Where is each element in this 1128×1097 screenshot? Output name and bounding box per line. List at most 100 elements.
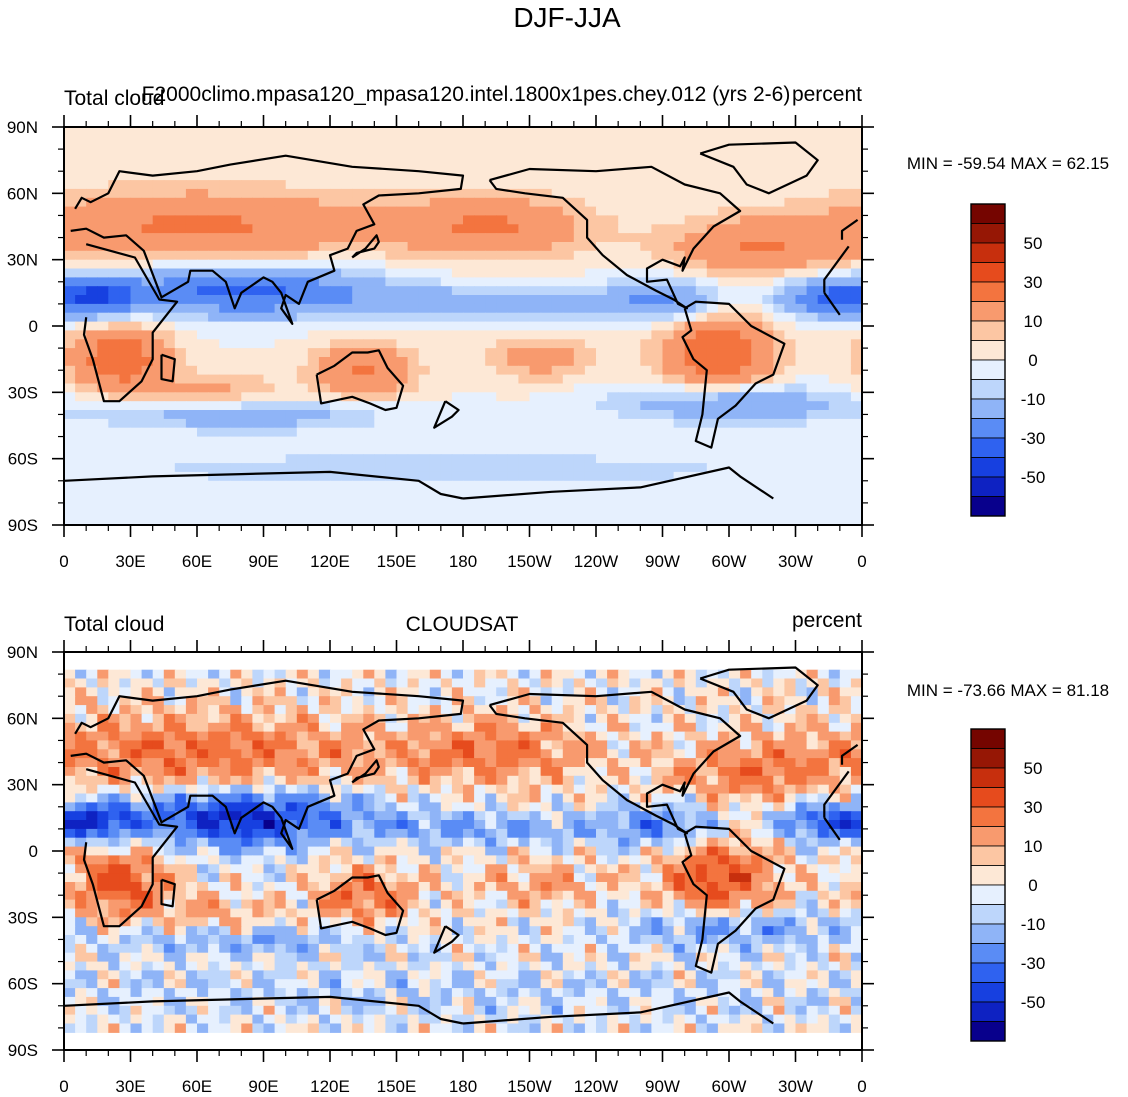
field-cell [806, 233, 819, 243]
field-cell [208, 180, 220, 190]
field-cell [828, 480, 841, 491]
field-cell [496, 330, 508, 340]
x-tick-label: 90E [248, 552, 278, 571]
field-cell [839, 463, 852, 473]
field-cell [496, 427, 508, 438]
field-cell [695, 846, 708, 856]
field-cell [75, 722, 87, 733]
field-cell [740, 767, 752, 777]
field-cell [119, 837, 132, 848]
field-cell [241, 383, 253, 393]
field-cell [418, 357, 431, 367]
field-cell [152, 312, 165, 323]
field-cell [230, 784, 242, 795]
field-cell [374, 498, 386, 508]
field-cell [141, 259, 154, 270]
field-cell [296, 410, 309, 420]
field-cell [185, 828, 198, 839]
field-cell [584, 454, 597, 464]
field-cell [64, 811, 76, 821]
field-cell [629, 401, 641, 411]
field-cell [784, 463, 797, 473]
field-cell [374, 144, 386, 155]
field-cell [86, 731, 98, 741]
field-cell [706, 180, 719, 190]
field-cell [219, 713, 231, 724]
field-cell [274, 401, 287, 411]
field-cell [485, 498, 497, 508]
field-cell [518, 731, 531, 741]
field-cell [407, 489, 420, 499]
field-cell [296, 277, 309, 287]
field-cell [252, 224, 265, 234]
field-cell [341, 374, 353, 384]
field-cell [185, 418, 198, 429]
field-cell [119, 303, 132, 314]
field-cell [152, 365, 165, 376]
field-cell [296, 197, 309, 208]
field-cell [795, 489, 808, 499]
field-cell [208, 436, 220, 446]
field-cell [407, 215, 420, 225]
field-cell [806, 286, 819, 296]
field-cell [806, 312, 819, 323]
field-cell [463, 418, 475, 429]
field-cell [185, 837, 198, 848]
field-cell [518, 696, 531, 706]
field-cell [197, 197, 209, 208]
field-cell [130, 784, 143, 795]
field-cell [274, 855, 287, 865]
field-cell [163, 669, 176, 680]
field-cell [318, 312, 331, 323]
field-cell [839, 802, 852, 812]
field-cell [706, 365, 719, 376]
field-cell [751, 224, 763, 234]
field-cell [784, 767, 797, 777]
field-cell [307, 197, 320, 208]
field-cell [418, 427, 431, 438]
field-cell [418, 277, 431, 287]
field-cell [485, 383, 497, 393]
field-cell [75, 188, 87, 199]
field-cell [274, 357, 287, 367]
field-cell [197, 348, 209, 358]
field-cell [551, 846, 564, 856]
field-cell [97, 855, 109, 865]
field-cell [108, 374, 120, 384]
field-cell [562, 321, 575, 331]
field-cell [396, 427, 409, 438]
field-cell [440, 348, 453, 358]
field-cell [318, 498, 331, 508]
field-cell [318, 516, 331, 526]
field-cell [75, 197, 87, 208]
field-cell [341, 489, 353, 499]
field-cell [607, 268, 619, 278]
field-cell [762, 295, 774, 305]
field-cell [274, 802, 287, 812]
field-cell [474, 374, 486, 384]
field-cell [219, 687, 231, 697]
field-cell [330, 463, 342, 473]
field-cell [529, 197, 542, 208]
coastlines-model [63, 141, 859, 500]
field-cell [440, 507, 453, 517]
field-cell [607, 383, 619, 393]
field-cell [740, 489, 752, 499]
colorbar-label: 30 [1024, 273, 1043, 292]
field-cell [551, 793, 564, 803]
field-cell [717, 348, 730, 358]
field-cell [640, 471, 652, 482]
field-cell [174, 507, 187, 517]
field-cell [263, 392, 276, 402]
field-cell [407, 855, 420, 865]
field-cell [141, 427, 154, 438]
field-cell [285, 705, 298, 715]
field-cell [651, 180, 664, 190]
field-cell [839, 436, 852, 446]
field-cell [596, 846, 608, 856]
field-cell [252, 365, 265, 376]
field-cell [762, 687, 774, 697]
field-cell [850, 454, 863, 464]
field-cell [385, 445, 398, 455]
field-cell [806, 250, 819, 261]
